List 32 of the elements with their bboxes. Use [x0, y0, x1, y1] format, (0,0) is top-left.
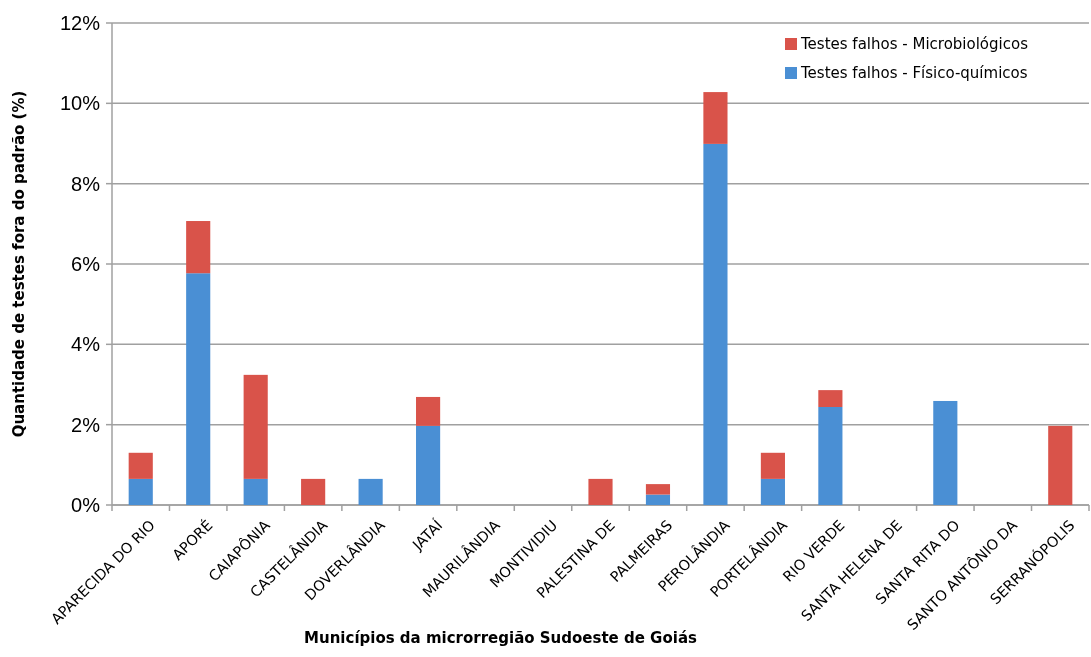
- y-tick-label: 0%: [71, 494, 101, 516]
- bar: [703, 143, 728, 505]
- y-tick-label: 2%: [71, 413, 101, 436]
- legend-label: Testes falhos - Microbiológicos: [800, 35, 1029, 54]
- bar: [933, 400, 958, 505]
- bar: [1048, 425, 1073, 505]
- bar: [358, 478, 383, 505]
- y-tick-label: 6%: [71, 253, 101, 275]
- bar: [818, 390, 843, 407]
- bar: [128, 452, 153, 479]
- bar: [645, 494, 671, 505]
- bar: [703, 92, 728, 144]
- bar: [760, 452, 785, 479]
- bar: [301, 478, 326, 505]
- bar: [186, 273, 211, 505]
- bar: [416, 425, 441, 505]
- y-axis-title: Quantidade de testes fora do padrão (%): [10, 90, 28, 438]
- y-tick-label: 10%: [59, 92, 101, 115]
- bar: [645, 484, 671, 495]
- bar: [128, 478, 153, 505]
- y-tick-label: 8%: [71, 172, 101, 195]
- bar: [186, 221, 211, 274]
- bar: [243, 478, 268, 505]
- bar: [243, 374, 268, 479]
- bar: [416, 396, 441, 426]
- bar: [818, 406, 843, 505]
- bar: [588, 478, 613, 505]
- legend-label: Testes falhos - Físico-químicos: [800, 64, 1028, 83]
- x-axis-title: Municípios da microrregião Sudoeste de Goiás: [304, 629, 698, 647]
- y-tick-label: 12%: [59, 12, 101, 34]
- bar: [760, 478, 785, 505]
- y-tick-label: 4%: [71, 333, 101, 356]
